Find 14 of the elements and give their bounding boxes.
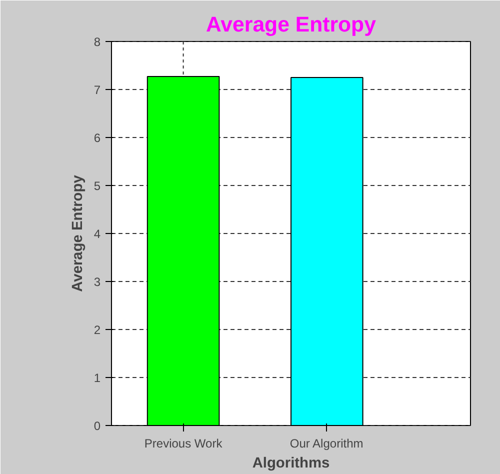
- x-tick-label: Previous Work: [144, 436, 224, 450]
- x-axis-title: Algorithms: [252, 456, 330, 472]
- y-axis-title: Average Entropy: [70, 174, 86, 292]
- y-tick-label: 2: [94, 323, 101, 337]
- y-tick-label: 7: [94, 83, 101, 97]
- y-tick-label: 8: [94, 35, 101, 49]
- y-tick-label: 0: [94, 419, 101, 433]
- y-tick-label: 5: [94, 179, 101, 193]
- y-tick-label: 1: [94, 371, 101, 385]
- y-tick-label: 3: [94, 275, 101, 289]
- y-tick-label: 4: [94, 227, 101, 241]
- y-tick-label: 6: [94, 131, 101, 145]
- chart-title: Average Entropy: [206, 12, 376, 36]
- x-tick-label: Our Algorithm: [290, 436, 364, 450]
